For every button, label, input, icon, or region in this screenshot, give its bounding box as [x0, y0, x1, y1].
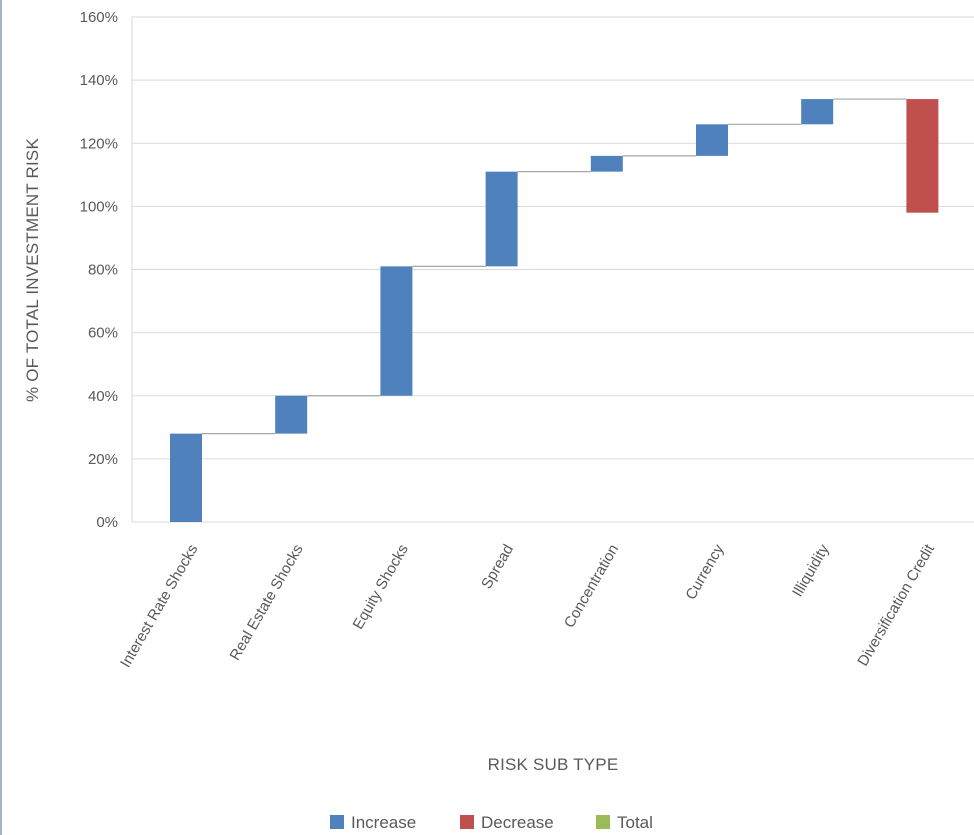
x-axis-title: RISK SUB TYPE: [488, 755, 619, 774]
x-tick-label: Real Estate Shocks: [226, 542, 306, 664]
y-tick-label: 160%: [80, 9, 118, 26]
legend-swatch-increase: [330, 815, 344, 829]
bar-diversification-credit: [906, 99, 939, 213]
x-tick-label: Diversification Credit: [854, 541, 938, 669]
y-axis-tick-labels: 0% 20% 40% 60% 80% 100% 120% 140% 160%: [80, 9, 118, 531]
legend-label-decrease: Decrease: [481, 813, 554, 832]
bars: [170, 99, 939, 522]
y-tick-label: 80%: [88, 262, 118, 279]
legend-swatch-decrease: [460, 815, 474, 829]
legend-label-increase: Increase: [351, 813, 416, 832]
bar-currency: [696, 124, 728, 156]
legend-label-total: Total: [617, 813, 653, 832]
x-tick-label: Concentration: [561, 542, 622, 631]
legend: Increase Decrease Total: [330, 813, 653, 832]
bar-illiquidity: [801, 99, 834, 125]
bar-real-estate-shocks: [275, 395, 308, 434]
x-tick-label: Currency: [682, 541, 727, 603]
y-tick-label: 120%: [80, 135, 118, 152]
bar-concentration: [590, 155, 623, 172]
x-tick-label: Interest Rate Shocks: [117, 542, 201, 671]
y-axis-title: % OF TOTAL INVESTMENT RISK: [23, 138, 42, 402]
y-tick-label: 20%: [88, 451, 118, 468]
gridlines: [131, 16, 974, 523]
y-tick-label: 100%: [80, 198, 118, 215]
connector-lines: [202, 98, 907, 435]
x-axis-tick-labels: Interest Rate Shocks Real Estate Shocks Eq…: [117, 541, 938, 671]
x-tick-label: Spread: [478, 542, 517, 592]
y-tick-label: 60%: [88, 325, 118, 342]
legend-swatch-total: [596, 815, 610, 829]
y-tick-label: 140%: [80, 72, 118, 89]
y-tick-label: 40%: [88, 388, 118, 405]
bar-spread: [485, 171, 518, 267]
left-border: [0, 0, 2, 835]
x-tick-label: Illiquidity: [789, 541, 833, 600]
y-tick-label: 0%: [96, 514, 118, 531]
bar-interest-rate-shocks: [170, 433, 202, 522]
x-tick-label: Equity Shocks: [350, 542, 412, 633]
bar-equity-shocks: [380, 266, 413, 396]
